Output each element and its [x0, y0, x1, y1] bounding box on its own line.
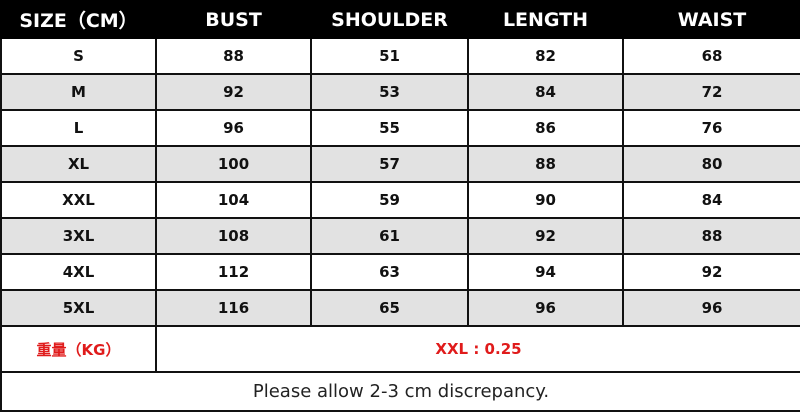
table-row: XXL 104 59 90 84 [0, 181, 800, 219]
measurement-cell: 68 [622, 37, 800, 75]
measurement-cell: 88 [467, 145, 624, 183]
size-cell: 3XL [0, 217, 157, 255]
measurement-cell: 84 [467, 73, 624, 111]
size-cell: XXL [0, 181, 157, 219]
measurement-cell: 92 [467, 217, 624, 255]
measurement-cell: 96 [622, 289, 800, 327]
weight-row: 重量（KG） XXL : 0.25 [0, 325, 800, 373]
measurement-cell: 72 [622, 73, 800, 111]
measurement-cell: 82 [467, 37, 624, 75]
header-row: SIZE（CM） BUST SHOULDER LENGTH WAIST [0, 0, 800, 39]
column-header: WAIST [622, 0, 800, 39]
measurement-cell: 88 [622, 217, 800, 255]
measurement-cell: 96 [467, 289, 624, 327]
measurement-cell: 63 [310, 253, 469, 291]
size-cell: S [0, 37, 157, 75]
size-cell: L [0, 109, 157, 147]
measurement-cell: 55 [310, 109, 469, 147]
size-cell: M [0, 73, 157, 111]
measurement-cell: 57 [310, 145, 469, 183]
note-row: Please allow 2-3 cm discrepancy. [0, 371, 800, 412]
size-cell: 5XL [0, 289, 157, 327]
measurement-cell: 100 [155, 145, 312, 183]
table-row: 4XL 112 63 94 92 [0, 253, 800, 291]
measurement-cell: 108 [155, 217, 312, 255]
table-row: S 88 51 82 68 [0, 37, 800, 75]
table-row: XL 100 57 88 80 [0, 145, 800, 183]
size-cell: 4XL [0, 253, 157, 291]
table-row: 3XL 108 61 92 88 [0, 217, 800, 255]
column-header: LENGTH [467, 0, 624, 39]
column-header: SHOULDER [310, 0, 469, 39]
measurement-cell: 92 [622, 253, 800, 291]
measurement-cell: 92 [155, 73, 312, 111]
measurement-cell: 59 [310, 181, 469, 219]
measurement-cell: 76 [622, 109, 800, 147]
measurement-cell: 65 [310, 289, 469, 327]
measurement-cell: 94 [467, 253, 624, 291]
measurement-cell: 96 [155, 109, 312, 147]
weight-label: 重量（KG） [0, 325, 157, 373]
measurement-cell: 90 [467, 181, 624, 219]
measurement-cell: 53 [310, 73, 469, 111]
table-row: L 96 55 86 76 [0, 109, 800, 147]
measurement-cell: 61 [310, 217, 469, 255]
measurement-cell: 88 [155, 37, 312, 75]
size-cell: XL [0, 145, 157, 183]
measurement-cell: 112 [155, 253, 312, 291]
measurement-cell: 104 [155, 181, 312, 219]
measurement-cell: 86 [467, 109, 624, 147]
measurement-cell: 51 [310, 37, 469, 75]
measurement-cell: 80 [622, 145, 800, 183]
table-row: M 92 53 84 72 [0, 73, 800, 111]
measurement-cell: 116 [155, 289, 312, 327]
discrepancy-note: Please allow 2-3 cm discrepancy. [0, 371, 800, 412]
weight-value: XXL : 0.25 [155, 325, 800, 373]
column-header: SIZE（CM） [0, 0, 157, 39]
table-row: 5XL 116 65 96 96 [0, 289, 800, 327]
column-header: BUST [155, 0, 312, 39]
measurement-cell: 84 [622, 181, 800, 219]
